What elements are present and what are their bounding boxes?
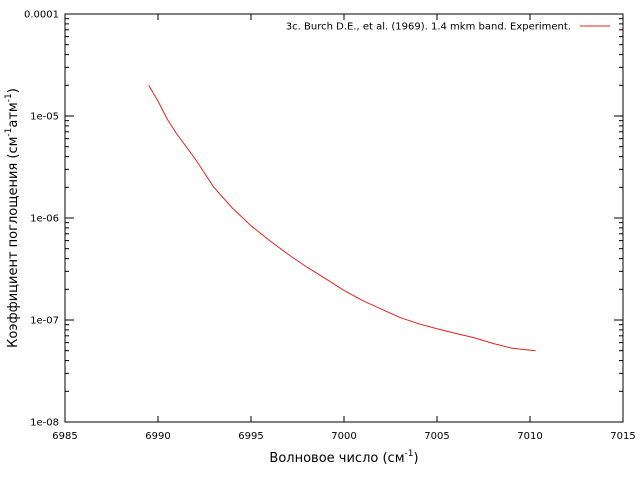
x-tick-label: 7005 [424,431,449,442]
y-tick-label: 1e-07 [30,316,59,327]
series-line [148,85,536,352]
y-tick-label: 1e-06 [30,214,59,225]
x-tick-label: 6990 [145,431,170,442]
y-tick-label: 0.0001 [24,10,59,21]
y-tick-label: 1e-08 [30,418,59,429]
x-tick-label: 7000 [331,431,356,442]
x-tick-label: 7010 [517,431,542,442]
legend: 3c. Burch D.E., et al. (1969). 1.4 mkm b… [286,22,610,33]
series-layer [148,85,536,352]
x-axis-title: Волновое число (см-1) [269,449,418,466]
y-tick-label: 1e-05 [30,112,59,123]
x-tick-label: 6985 [52,431,77,442]
y-axis-title: Коэффициент поглощения (см-1атм-1) [4,88,21,348]
plot-frame [64,13,624,423]
x-tick-label: 7015 [610,431,635,442]
x-axis-ticks: 6985 6990 6995 7000 7005 7010 7015 [52,14,636,442]
x-tick-label: 6995 [238,431,263,442]
legend-label: 3c. Burch D.E., et al. (1969). 1.4 mkm b… [286,22,571,33]
y-axis-ticks: 1e-08 1e-07 1e-06 1e-05 0.0001 [24,10,623,429]
